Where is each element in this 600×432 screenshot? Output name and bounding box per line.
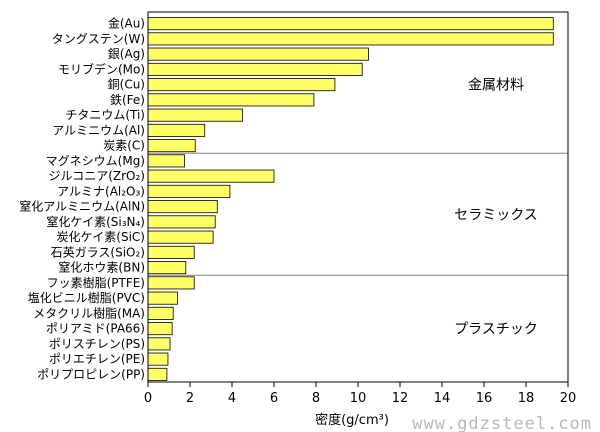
bar — [147, 337, 171, 351]
category-label: メタクリル樹脂(MA) — [33, 305, 145, 320]
category-label: 窒化ケイ素(Si₃N₄) — [46, 214, 145, 229]
bar — [147, 322, 173, 336]
x-tick-label: 16 — [476, 391, 493, 406]
bar — [147, 108, 243, 122]
x-tick-label: 2 — [186, 391, 194, 406]
x-tick-label: 20 — [560, 391, 577, 406]
category-label: 銅(Cu) — [108, 78, 145, 92]
bar — [147, 245, 195, 259]
x-tick-label: 12 — [392, 391, 409, 406]
category-label: アルミニウム(Al) — [52, 123, 145, 137]
plot-border — [147, 11, 569, 383]
bar — [147, 352, 169, 366]
bar — [147, 291, 178, 305]
x-tick-label: 0 — [144, 391, 152, 406]
group-label: 金属材料 — [468, 78, 524, 94]
category-label: 窒化アルミニウム(AlN) — [19, 199, 145, 214]
category-label: フッ素樹脂(PTFE) — [47, 275, 145, 290]
bar — [147, 306, 174, 320]
bar — [147, 78, 336, 92]
bar — [147, 230, 214, 244]
category-label: 塩化ビニル樹脂(PVC) — [28, 290, 145, 305]
bar — [147, 93, 315, 107]
category-label: アルミナ(Al₂O₃) — [57, 184, 145, 198]
category-label: ポリエチレン(PE) — [49, 352, 145, 366]
bar — [147, 261, 187, 275]
x-tick-label: 14 — [434, 391, 451, 406]
bar — [147, 47, 369, 61]
category-label: ポリスチレン(PS) — [49, 337, 145, 351]
category-label: ポリプロピレン(PP) — [37, 367, 145, 381]
category-label: 石英ガラス(SiO₂) — [51, 245, 145, 259]
x-tick-label: 8 — [312, 391, 320, 406]
category-label: マグネシウム(Mg) — [46, 154, 145, 168]
bar — [147, 200, 218, 214]
x-tick-label: 18 — [518, 391, 535, 406]
category-label: 鉄(Fe) — [110, 92, 145, 107]
x-tick-label: 4 — [228, 391, 236, 406]
bar — [147, 32, 554, 46]
category-label: 金(Au) — [108, 16, 145, 31]
category-label: 炭化ケイ素(SiC) — [57, 230, 145, 244]
bar — [147, 276, 195, 290]
x-tick-label: 10 — [350, 391, 367, 406]
category-label: モリブデン(Mo) — [58, 61, 145, 76]
bar — [147, 154, 185, 168]
category-label: チタニウム(Ti) — [65, 108, 145, 122]
bar — [147, 17, 554, 31]
bar — [147, 62, 363, 76]
watermark: www.gdzsteel.com — [412, 414, 592, 432]
category-label: 炭素(C) — [103, 139, 145, 153]
x-axis-label: 密度(g/cm³) — [315, 412, 389, 428]
bar — [147, 139, 196, 153]
x-tick-label: 6 — [270, 391, 278, 406]
group-label: プラスチック — [454, 322, 538, 338]
category-label: 銀(Ag) — [108, 47, 145, 61]
group-label: セラミックス — [454, 207, 538, 223]
category-label: タングステン(W) — [52, 32, 145, 46]
bar — [147, 215, 216, 229]
category-label: 窒化ホウ素(BN) — [58, 260, 145, 275]
bar — [147, 184, 231, 198]
bar — [147, 123, 206, 137]
bar — [147, 169, 275, 183]
bar — [147, 367, 168, 381]
plot-frame — [147, 11, 569, 383]
category-label: ジルコニア(ZrO₂) — [48, 169, 145, 183]
category-label: ポリアミド(PA66) — [46, 322, 145, 336]
